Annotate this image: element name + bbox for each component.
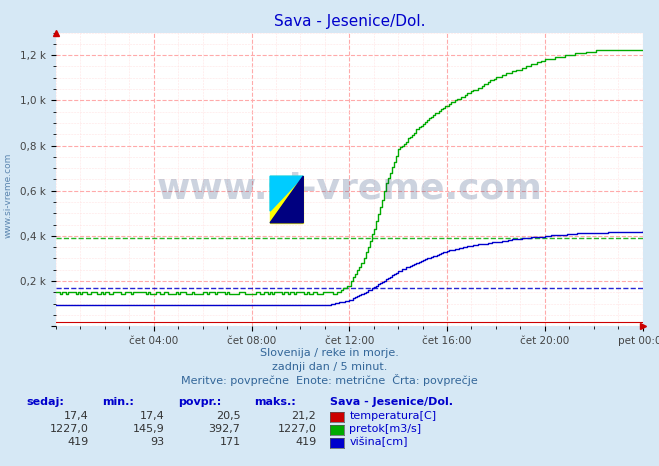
Text: maks.:: maks.: (254, 397, 295, 407)
Text: 392,7: 392,7 (209, 425, 241, 434)
Text: 21,2: 21,2 (291, 411, 316, 421)
Text: 1227,0: 1227,0 (50, 425, 89, 434)
Text: 419: 419 (295, 438, 316, 447)
Text: Sava - Jesenice/Dol.: Sava - Jesenice/Dol. (330, 397, 453, 407)
Text: sedaj:: sedaj: (26, 397, 64, 407)
Text: višina[cm]: višina[cm] (349, 437, 408, 447)
Text: 17,4: 17,4 (64, 411, 89, 421)
Text: www.si-vreme.com: www.si-vreme.com (3, 153, 13, 239)
Text: Slovenija / reke in morje.: Slovenija / reke in morje. (260, 349, 399, 358)
Text: temperatura[C]: temperatura[C] (349, 411, 436, 421)
Bar (270, 176, 303, 223)
Text: zadnji dan / 5 minut.: zadnji dan / 5 minut. (272, 363, 387, 372)
Text: povpr.:: povpr.: (178, 397, 221, 407)
Text: 93: 93 (151, 438, 165, 447)
Polygon shape (270, 176, 303, 211)
Title: Sava - Jesenice/Dol.: Sava - Jesenice/Dol. (273, 14, 425, 29)
Text: www.si-vreme.com: www.si-vreme.com (156, 171, 542, 205)
Text: 1227,0: 1227,0 (277, 425, 316, 434)
Text: min.:: min.: (102, 397, 134, 407)
Text: pretok[m3/s]: pretok[m3/s] (349, 425, 421, 434)
Polygon shape (270, 176, 303, 223)
Text: 419: 419 (68, 438, 89, 447)
Text: 171: 171 (219, 438, 241, 447)
Text: 20,5: 20,5 (216, 411, 241, 421)
Text: Meritve: povprečne  Enote: metrične  Črta: povprečje: Meritve: povprečne Enote: metrične Črta:… (181, 375, 478, 386)
Text: 17,4: 17,4 (140, 411, 165, 421)
Text: 145,9: 145,9 (133, 425, 165, 434)
